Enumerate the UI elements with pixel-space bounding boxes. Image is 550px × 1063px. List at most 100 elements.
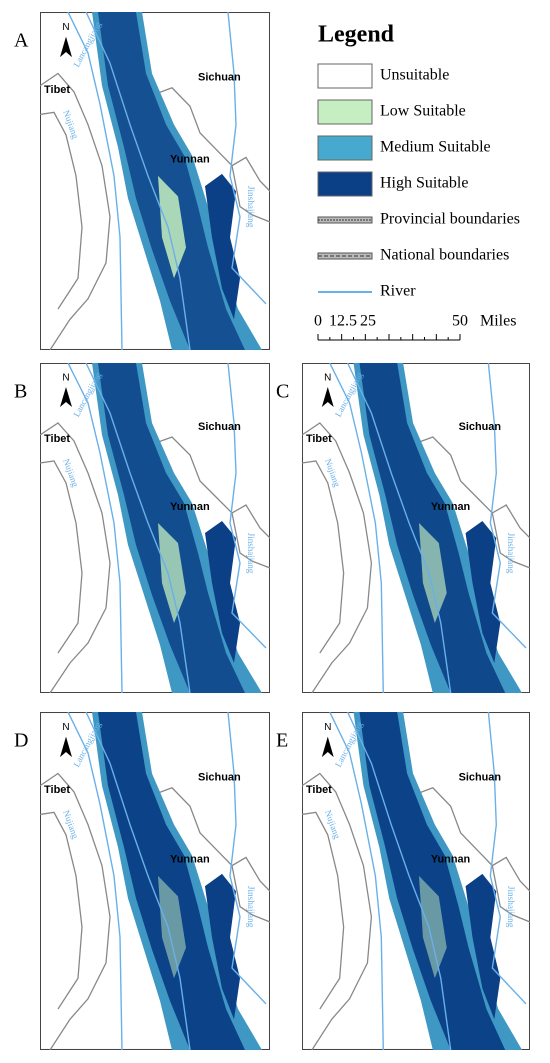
panel-label: B — [14, 381, 27, 403]
river — [85, 712, 191, 1050]
map-panel: NTibetSichuanYunnanLancangjiangNujiangJi… — [302, 712, 530, 1050]
region-label: Sichuan — [459, 771, 502, 783]
river — [346, 712, 452, 1050]
low-suitable-area — [158, 523, 186, 623]
boundary — [40, 422, 111, 693]
low-suitable-area — [158, 175, 186, 279]
region-label: Yunnan — [170, 153, 210, 165]
legend-swatch — [317, 171, 373, 197]
region-label: Sichuan — [198, 71, 241, 83]
river — [329, 712, 384, 1050]
high-suitable-area — [98, 12, 245, 350]
north-arrow — [321, 387, 334, 407]
boundary — [149, 87, 270, 192]
legend-label: Medium Suitable — [380, 139, 491, 156]
panel-label: A — [14, 30, 29, 52]
scale-unit: Miles — [480, 313, 516, 330]
high-suitable-area — [359, 712, 506, 1050]
legend-label: Unsuitable — [380, 67, 449, 84]
river — [487, 712, 527, 1005]
high-suitable-branch — [205, 173, 240, 320]
river — [85, 363, 191, 693]
panel-label: D — [14, 730, 28, 752]
region-label: Yunnan — [431, 853, 471, 865]
region-label: Tibet — [44, 84, 70, 96]
river — [67, 712, 123, 1050]
river — [487, 363, 527, 649]
high-suitable-area — [359, 363, 506, 693]
region-label: Sichuan — [459, 421, 501, 433]
region-label: Tibet — [44, 784, 70, 796]
river-label: Jinshajiang — [246, 533, 256, 574]
river-label: Jinshajiang — [246, 186, 256, 228]
river — [227, 712, 267, 1005]
high-suitable-branch — [205, 873, 240, 1020]
legend-label: Provincial boundaries — [380, 211, 520, 228]
boundary — [491, 865, 530, 923]
map-panel: NTibetSichuanYunnanLancangjiangNujiangJi… — [40, 363, 270, 693]
river — [227, 363, 267, 649]
boundary — [410, 787, 530, 892]
boundary — [40, 460, 83, 654]
legend-swatch — [317, 99, 373, 125]
boundary — [40, 772, 111, 1050]
region-label: Yunnan — [170, 853, 210, 865]
region-label: Tibet — [306, 433, 332, 445]
panel-label: E — [276, 730, 288, 752]
boundary — [149, 436, 270, 539]
boundary — [302, 811, 345, 1010]
north-arrow — [60, 387, 72, 407]
scale-label: 12.5 — [329, 313, 357, 330]
river — [329, 363, 384, 693]
region-label: Tibet — [44, 433, 70, 445]
legend-swatch — [317, 63, 373, 89]
legend-label: National boundaries — [380, 247, 509, 264]
boundary — [149, 787, 270, 892]
boundary — [302, 422, 373, 693]
river — [67, 12, 123, 350]
north-label: N — [62, 722, 69, 733]
north-label: N — [324, 722, 331, 733]
high-suitable-area — [98, 712, 245, 1050]
north-label: N — [62, 373, 69, 384]
river — [227, 12, 267, 305]
boundary — [410, 436, 530, 539]
river — [346, 363, 452, 693]
legend-label: Low Suitable — [380, 103, 466, 120]
high-suitable-branch — [465, 521, 501, 663]
legend-swatch — [317, 135, 373, 161]
legend-label: River — [380, 283, 416, 300]
high-suitable-branch — [465, 873, 501, 1020]
river — [67, 363, 123, 693]
legend-label: High Suitable — [380, 175, 468, 192]
boundary — [302, 772, 373, 1050]
high-suitable-area — [98, 363, 245, 693]
low-suitable-area — [158, 875, 186, 979]
north-arrow — [60, 36, 72, 58]
boundary — [491, 512, 530, 569]
region-label: Sichuan — [198, 421, 241, 433]
scale-label: 0 — [314, 313, 322, 330]
boundary — [231, 512, 270, 569]
river-label: Jinshajiang — [246, 886, 256, 928]
legend-title: Legend — [318, 22, 395, 48]
low-suitable-area — [418, 875, 447, 979]
river — [85, 12, 191, 350]
boundary — [231, 865, 270, 923]
boundary — [231, 165, 270, 223]
region-label: Yunnan — [170, 501, 210, 513]
boundary — [40, 72, 111, 350]
river-label: Jinshajiang — [506, 533, 516, 574]
region-label: Sichuan — [198, 771, 241, 783]
boundary — [40, 111, 83, 310]
boundary — [40, 811, 83, 1010]
river-label: Jinshajiang — [506, 886, 516, 928]
scale-label: 50 — [452, 313, 468, 330]
north-label: N — [324, 373, 331, 384]
region-label: Yunnan — [431, 501, 470, 513]
region-label: Tibet — [306, 784, 332, 796]
north-arrow — [321, 736, 334, 758]
north-label: N — [62, 22, 69, 33]
